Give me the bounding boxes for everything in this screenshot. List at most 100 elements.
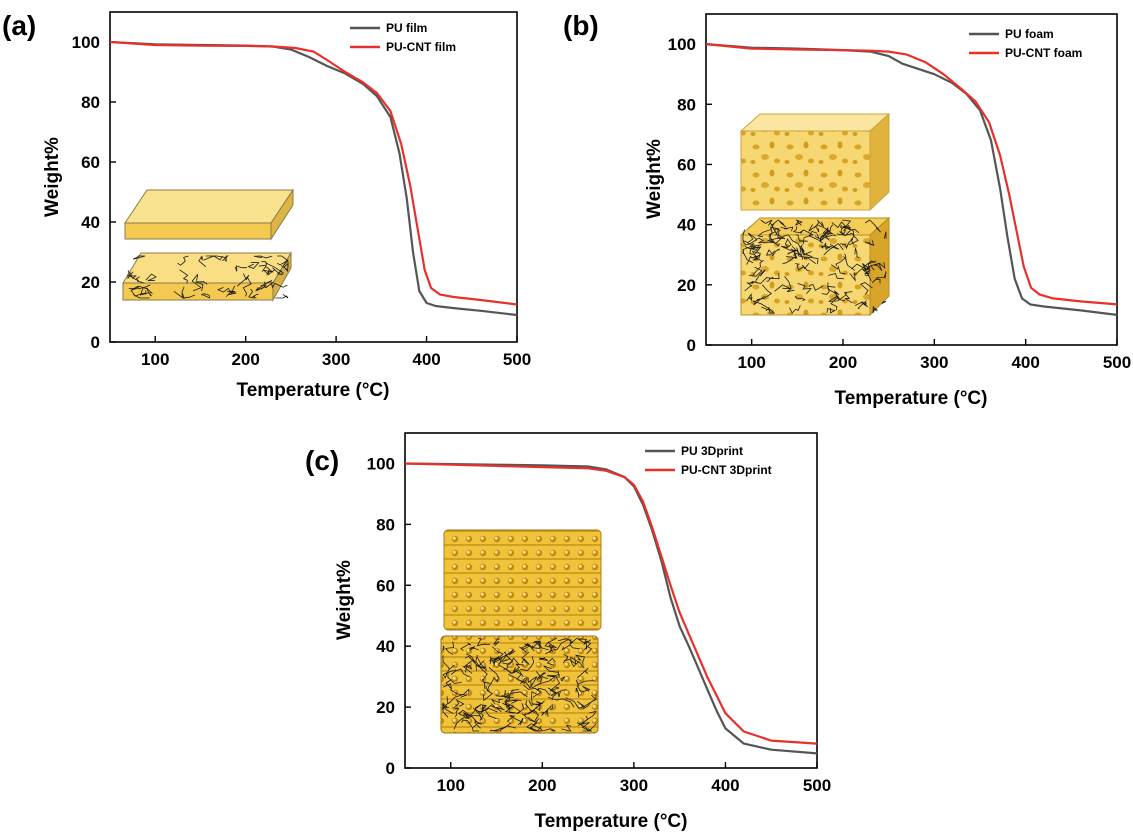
cnt-fiber	[258, 262, 267, 267]
cnt-fiber	[442, 645, 445, 651]
foam-block-icon	[739, 112, 891, 212]
cnt-fiber	[530, 724, 543, 732]
cnt-fiber	[449, 689, 468, 698]
cnt-fiber	[536, 687, 551, 696]
cnt-fiber	[472, 723, 481, 732]
cnt-fiber	[753, 295, 766, 306]
y-tick-label: 0	[91, 333, 100, 352]
cnt-foam-block-icon	[739, 216, 891, 317]
series-line-pu-cnt	[404, 462, 818, 745]
series-line-pu-cnt	[109, 40, 518, 306]
cnt-fiber	[546, 704, 554, 717]
cnt-fiber	[198, 255, 207, 268]
cnt-fiber	[792, 226, 803, 234]
y-tick-label: 60	[677, 155, 696, 174]
cnt-fiber	[532, 640, 543, 649]
cnt-fiber	[585, 643, 593, 655]
y-axis-title: Weight%	[644, 139, 665, 219]
cnt-fiber	[255, 280, 273, 292]
cnt-fiber	[750, 245, 761, 252]
cnt-fiber	[843, 291, 853, 304]
cnt-fiber	[519, 644, 535, 653]
panel-c: (c) 100 200 300 400 500 0 20 40 60 80 100 Temperatu…	[305, 432, 831, 832]
cnt-fiber	[523, 684, 542, 698]
legend-label: PU foam	[1005, 27, 1054, 41]
cnt-fiber	[580, 715, 590, 728]
x-axis-title: Temperature (°C)	[237, 380, 390, 401]
cnt-fiber	[544, 641, 554, 654]
cnt-fiber	[576, 667, 589, 679]
cnt-fiber	[770, 222, 786, 240]
x-axis-title: Temperature (°C)	[535, 811, 688, 832]
cnt-fiber	[539, 657, 549, 661]
cnt-fiber	[507, 669, 522, 680]
panel-a: (a) 100 200 300 400 500 0 20 40 60 80 100 Temperatu…	[2, 10, 531, 401]
x-tick-label: 400	[1011, 353, 1039, 372]
cnt-fiber	[761, 306, 771, 313]
cnt-fiber	[752, 300, 770, 312]
cnt-fiber	[789, 305, 801, 314]
cnt-fiber	[445, 641, 455, 655]
cnt-fiber	[481, 678, 491, 690]
cnt-fiber	[517, 676, 538, 689]
cnt-fiber	[442, 702, 449, 718]
y-tick-label: 40	[376, 637, 395, 656]
inset-illustration-b	[739, 112, 891, 317]
y-tick-label: 0	[386, 759, 395, 778]
cnt-fiber	[442, 655, 450, 670]
cnt-fiber	[145, 273, 157, 282]
cnt-fiber	[272, 267, 284, 275]
series-line-pu-cnt	[705, 43, 1118, 306]
cnt-fiber	[216, 287, 233, 295]
cnt-fiber	[565, 697, 586, 709]
cnt-fiber	[546, 657, 556, 666]
cnt-fiber	[525, 718, 540, 732]
cnt-fiber	[836, 233, 859, 246]
cnt-fiber	[747, 232, 757, 244]
y-tick-label: 80	[677, 95, 696, 114]
cnt-fiber	[780, 245, 799, 252]
cnt-fiber	[270, 281, 288, 289]
cnt-fiber	[133, 294, 150, 299]
x-tick-label: 300	[620, 776, 648, 795]
cnt-fiber	[583, 639, 592, 650]
cnt-fiber	[474, 703, 484, 721]
cnt-fiber	[195, 281, 208, 292]
cnt-fiber	[814, 219, 824, 229]
cnt-fiber	[511, 699, 522, 704]
cnt-fiber	[275, 293, 289, 299]
cnt-fiber	[831, 221, 847, 232]
cnt-fiber	[771, 219, 787, 228]
cnt-fiber	[801, 262, 810, 272]
cnt-fiber	[861, 267, 872, 281]
cnt-fiber	[795, 234, 808, 242]
panel-label-a: (a)	[2, 10, 36, 41]
cnt-fiber	[744, 281, 757, 292]
y-tick-label: 20	[376, 698, 395, 717]
legend-label: PU film	[386, 21, 427, 35]
y-tick-label: 0	[687, 336, 696, 355]
cnt-fiber	[469, 714, 482, 725]
cnt-fiber	[742, 237, 763, 246]
y-tick-label: 100	[668, 35, 696, 54]
cnt-fiber	[536, 672, 547, 680]
cnt-fiber	[564, 656, 585, 669]
cnt-fiber	[485, 710, 497, 720]
y-axis-title: Weight%	[42, 137, 63, 217]
series-line-pu	[404, 462, 818, 755]
cnt-fiber	[498, 653, 510, 665]
cnt-fiber	[228, 285, 237, 296]
cnt-fiber	[128, 286, 139, 291]
cnt-fiber	[261, 265, 274, 274]
cnt-fiber	[842, 226, 860, 234]
x-tick-label: 500	[803, 776, 831, 795]
cnt-fiber	[501, 691, 528, 698]
cnt-fiber	[139, 284, 151, 296]
cnt-fiber	[814, 224, 834, 241]
cnt-fiber	[752, 253, 761, 261]
cnt-fiber	[562, 653, 568, 664]
cnt-fiber	[250, 293, 259, 299]
cnt-fiber	[127, 270, 137, 279]
cnt-fiber	[495, 689, 509, 698]
cnt-fiber	[475, 656, 486, 671]
